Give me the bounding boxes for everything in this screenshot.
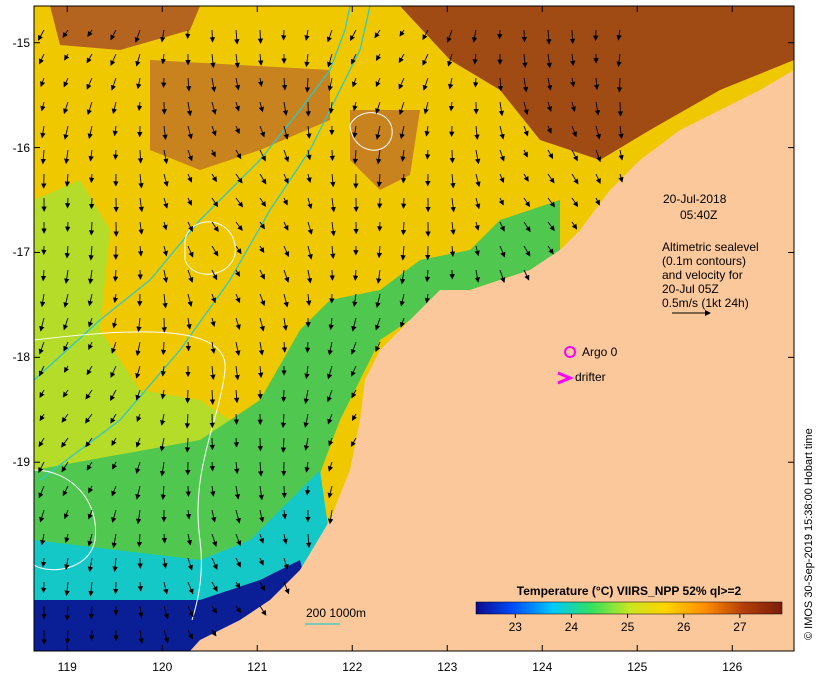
- velocity-vector: [212, 30, 213, 42]
- velocity-vector: [67, 222, 68, 231]
- velocity-vector: [140, 150, 141, 163]
- colorbar-tick-label: 27: [725, 620, 755, 634]
- legend-line-2: (0.1m contours): [662, 254, 746, 268]
- lon-tick-label: 124: [522, 660, 562, 674]
- velocity-vector: [236, 414, 237, 424]
- velocity-vector: [620, 102, 621, 116]
- lat-tick-label: -17: [4, 245, 30, 259]
- velocity-vector: [403, 198, 404, 208]
- lon-tick-label: 123: [427, 660, 467, 674]
- date-label: 20-Jul-2018: [663, 192, 726, 206]
- argo-label: Argo 0: [582, 345, 617, 359]
- velocity-vector: [524, 30, 525, 41]
- lon-tick-label: 121: [237, 660, 277, 674]
- lat-tick-label: -16: [4, 141, 30, 155]
- colorbar-tick-label: 24: [556, 620, 586, 634]
- lon-tick-label: 126: [712, 660, 752, 674]
- colorbar-tick-label: 23: [500, 620, 530, 634]
- colorbar-title: Temperature (°C) VIIRS_NPP 52% ql>=2: [474, 584, 784, 598]
- colorbar-tick-label: 26: [669, 620, 699, 634]
- velocity-vector: [619, 78, 620, 92]
- legend-line-1: Altimetric sealevel: [662, 240, 759, 254]
- velocity-vector: [307, 342, 308, 352]
- legend-line-4: 20-Jul 05Z: [662, 282, 719, 296]
- lat-tick-label: -18: [4, 350, 30, 364]
- velocity-vector: [283, 390, 284, 401]
- velocity-vector: [236, 438, 237, 447]
- lon-tick-label: 120: [142, 660, 182, 674]
- legend-line-5: 0.5m/s (1kt 24h): [662, 296, 749, 310]
- velocity-vector: [115, 150, 116, 159]
- lat-tick-label: -15: [4, 36, 30, 50]
- drifter-label: drifter: [575, 370, 606, 384]
- legend-line-3: and velocity for: [662, 268, 743, 282]
- velocity-vector: [260, 30, 261, 43]
- velocity-vector: [91, 198, 92, 208]
- credit-text: © IMOS 30-Sep-2019 15:38:00 Hobart time: [803, 428, 815, 640]
- colorbar-tick-label: 25: [613, 620, 643, 634]
- colorbar: [476, 602, 782, 614]
- lon-tick-label: 125: [617, 660, 657, 674]
- velocity-vector: [187, 390, 188, 403]
- velocity-vector: [379, 198, 380, 208]
- lat-tick-label: -19: [4, 455, 30, 469]
- lon-tick-label: 119: [47, 660, 87, 674]
- isobath-label: 200 1000m: [306, 606, 366, 620]
- time-label: 05:40Z: [680, 208, 717, 222]
- velocity-vector: [475, 78, 476, 87]
- velocity-vector: [67, 198, 68, 208]
- lon-tick-label: 122: [332, 660, 372, 674]
